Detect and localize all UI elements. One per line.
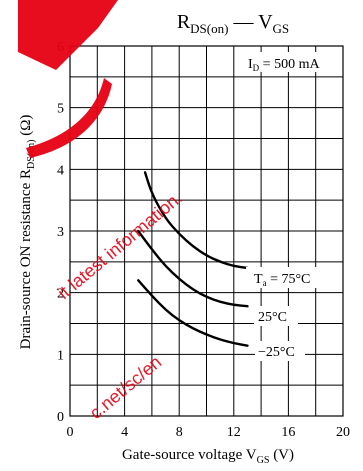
series-label-bg-75 xyxy=(246,267,322,288)
y-tick-label: 1 xyxy=(57,348,64,363)
x-axis-label: Gate-source voltage VGS (V) xyxy=(122,447,294,466)
series-line-1 xyxy=(137,229,249,308)
series-label-minus25: −25°C xyxy=(258,345,295,360)
series-label-bg-m25 xyxy=(255,341,305,361)
series-line-0 xyxy=(143,171,249,270)
y-tick-label: 0 xyxy=(57,410,64,425)
watermark-logo: it latest information. c.net/sc/en xyxy=(18,0,186,423)
y-tick-label: 3 xyxy=(57,225,64,240)
y-tick-label: 5 xyxy=(57,102,64,117)
y-tick-label: 2 xyxy=(57,287,64,302)
svg-text:it latest information.: it latest information. xyxy=(54,187,186,303)
x-tick-label: 8 xyxy=(176,425,183,440)
series-label-25: 25°C xyxy=(258,310,287,325)
x-tick-labels: 0 4 8 12 16 20 xyxy=(67,425,351,440)
x-tick-label: 20 xyxy=(336,425,350,440)
y-tick-labels: 0123456 xyxy=(57,40,64,425)
y-tick-label: 4 xyxy=(57,163,64,178)
x-tick-label: 16 xyxy=(281,425,295,440)
series-label-75: Ta = 75°C xyxy=(254,272,310,288)
condition-label-bg xyxy=(237,52,341,72)
series-line-2 xyxy=(137,279,249,347)
series-lines xyxy=(137,171,249,347)
plot-frame xyxy=(69,45,344,417)
x-tick-label: 4 xyxy=(121,425,128,440)
series-label-bg-25 xyxy=(254,306,298,326)
condition-label: ID = 500 mA xyxy=(248,57,320,73)
x-tick-label: 12 xyxy=(227,425,241,440)
x-tick-label: 0 xyxy=(67,425,74,440)
chart-title: RDS(on) — VGS xyxy=(177,11,289,36)
